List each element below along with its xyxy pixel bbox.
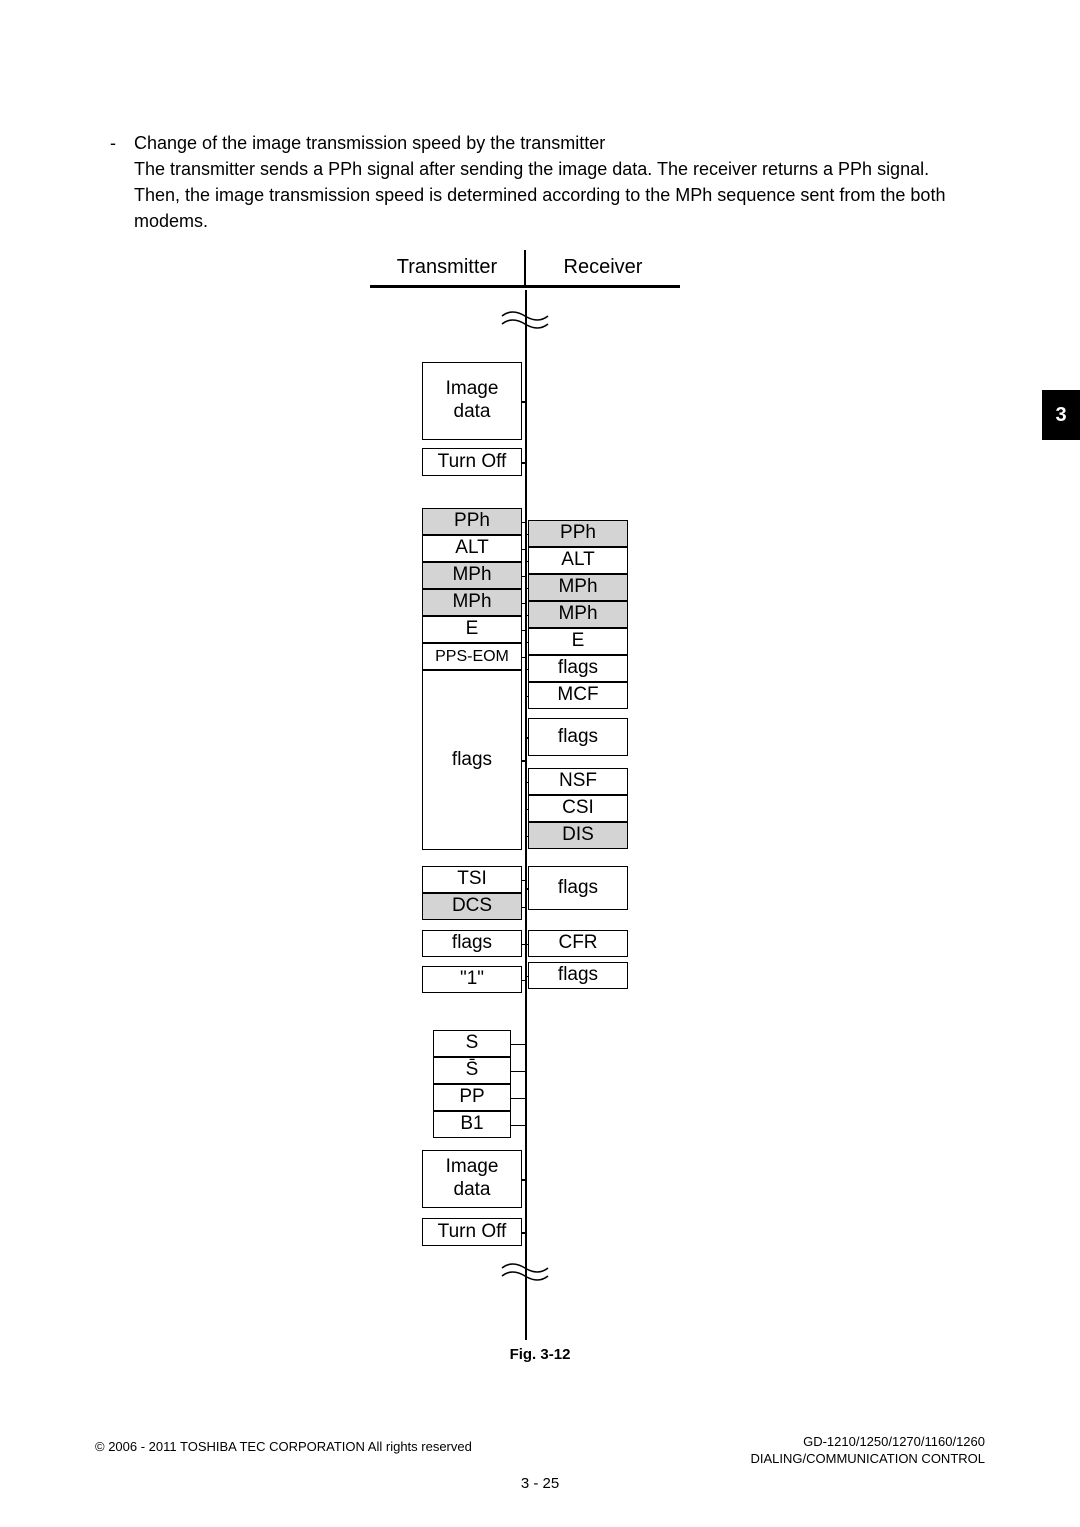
connector-tx_s2	[511, 1071, 525, 1073]
connector-rx_flags1	[525, 669, 528, 671]
diagram-vline	[525, 290, 527, 1340]
connector-rx_mph2	[525, 615, 528, 617]
box-rx_alt: ALT	[528, 547, 628, 574]
box-rx_csi: CSI	[528, 795, 628, 822]
connector-tx_one	[522, 980, 525, 982]
connector-tx_turnoff1	[522, 462, 525, 464]
box-tx_s1: S	[433, 1030, 511, 1057]
box-tx_dcs: DCS	[422, 893, 522, 920]
bullet-body: The transmitter sends a PPh signal after…	[134, 156, 970, 234]
box-tx_image1: Imagedata	[422, 362, 522, 440]
box-tx_alt: ALT	[422, 535, 522, 562]
box-tx_flags1: flags	[422, 670, 522, 850]
connector-tx_flags1	[522, 760, 525, 762]
box-tx_turnoff2: Turn Off	[422, 1218, 522, 1246]
connector-tx_alt	[522, 549, 525, 551]
break-mark-bottom	[500, 1260, 550, 1284]
box-tx_image2: Imagedata	[422, 1150, 522, 1208]
connector-tx_mph2	[522, 603, 525, 605]
connector-rx_flags2	[525, 737, 528, 739]
bullet-item: - Change of the image transmission speed…	[110, 130, 970, 234]
chapter-tab: 3	[1042, 390, 1080, 440]
bullet-dash: -	[110, 130, 116, 234]
signal-diagram: Transmitter Receiver Imagedata Turn Off PP…	[370, 250, 680, 1340]
connector-tx_ppseom	[522, 657, 525, 659]
connector-tx_e	[522, 630, 525, 632]
box-rx_e: E	[528, 628, 628, 655]
diagram-header: Transmitter Receiver	[370, 250, 680, 288]
box-rx_cfr: CFR	[528, 930, 628, 957]
box-rx_mph1: MPh	[528, 574, 628, 601]
connector-tx_mph1	[522, 576, 525, 578]
page-number: 3 - 25	[0, 1475, 1080, 1492]
connector-rx_e	[525, 642, 528, 644]
connector-tx_image1	[522, 401, 525, 403]
connector-tx_s1	[511, 1044, 525, 1046]
connector-tx_pp	[511, 1098, 525, 1100]
connector-tx_image2	[522, 1179, 525, 1181]
box-rx_dis: DIS	[528, 822, 628, 849]
footer-right: GD-1210/1250/1270/1160/1260 DIALING/COMM…	[751, 1434, 986, 1468]
connector-tx_b1	[511, 1125, 525, 1127]
footer-copyright: © 2006 - 2011 TOSHIBA TEC CORPORATION Al…	[95, 1439, 472, 1454]
bullet-title: Change of the image transmission speed b…	[134, 130, 970, 156]
box-rx_flags4: flags	[528, 962, 628, 989]
connector-tx_dcs	[522, 907, 525, 909]
header-receiver: Receiver	[526, 250, 680, 285]
connector-rx_flags3	[525, 888, 528, 890]
figure-caption: Fig. 3-12	[0, 1346, 1080, 1363]
break-mark-top	[500, 308, 550, 332]
box-tx_s2: S̄	[433, 1057, 511, 1084]
box-tx_flags2: flags	[422, 930, 522, 957]
box-rx_flags1: flags	[528, 655, 628, 682]
box-tx_turnoff1: Turn Off	[422, 448, 522, 476]
footer-section: DIALING/COMMUNICATION CONTROL	[751, 1451, 986, 1468]
box-tx_tsi: TSI	[422, 866, 522, 893]
connector-rx_alt	[525, 561, 528, 563]
box-rx_flags2: flags	[528, 718, 628, 756]
box-rx_mph2: MPh	[528, 601, 628, 628]
connector-rx_cfr	[525, 944, 528, 946]
box-rx_flags3: flags	[528, 866, 628, 910]
box-rx_mcf: MCF	[528, 682, 628, 709]
connector-tx_tsi	[522, 880, 525, 882]
connector-rx_mcf	[525, 696, 528, 698]
connector-tx_turnoff2	[522, 1232, 525, 1234]
box-rx_nsf: NSF	[528, 768, 628, 795]
box-tx_b1: B1	[433, 1111, 511, 1138]
connector-tx_pph	[522, 522, 525, 524]
box-rx_pph: PPh	[528, 520, 628, 547]
box-tx_pp: PP	[433, 1084, 511, 1111]
box-tx_mph1: MPh	[422, 562, 522, 589]
connector-rx_flags4	[525, 976, 528, 978]
box-tx_one: "1"	[422, 966, 522, 993]
connector-rx_mph1	[525, 588, 528, 590]
connector-rx_dis	[525, 836, 528, 838]
connector-rx_nsf	[525, 782, 528, 784]
box-tx_e: E	[422, 616, 522, 643]
header-transmitter: Transmitter	[370, 250, 524, 285]
bullet-text: Change of the image transmission speed b…	[134, 130, 970, 234]
connector-rx_csi	[525, 809, 528, 811]
box-tx_pph: PPh	[422, 508, 522, 535]
box-tx_mph2: MPh	[422, 589, 522, 616]
box-tx_ppseom: PPS-EOM	[422, 643, 522, 670]
footer-model: GD-1210/1250/1270/1160/1260	[751, 1434, 986, 1451]
connector-rx_pph	[525, 534, 528, 536]
